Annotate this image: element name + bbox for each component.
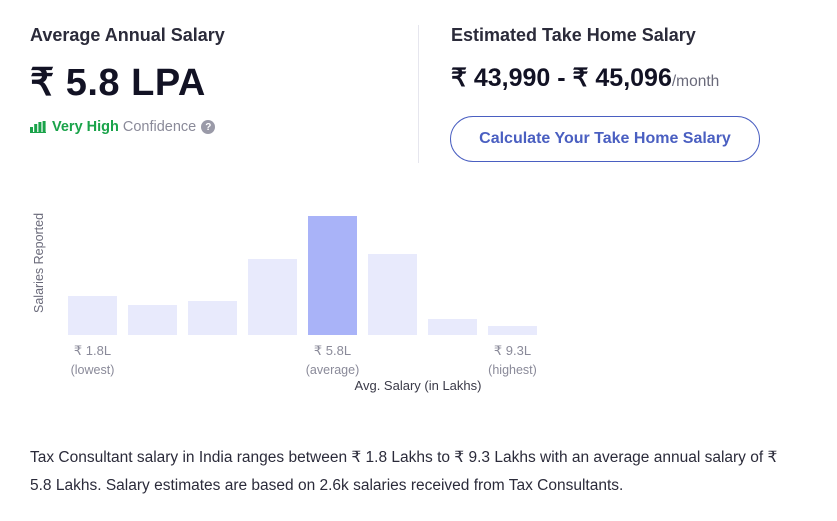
chart-x-axis-label: Avg. Salary (in Lakhs) [354, 378, 482, 393]
x-tick-value: ₹ 5.8L [313, 343, 352, 358]
histogram-bar [488, 326, 537, 335]
confidence-level: Very High [52, 119, 119, 135]
histogram-bar [68, 296, 117, 335]
histogram-bar-average [308, 216, 357, 335]
x-tick-caption: (average) [305, 363, 360, 377]
x-tick-value: ₹ 9.3L [493, 343, 532, 358]
histogram-bar [128, 305, 177, 335]
histogram-bar [428, 319, 477, 335]
average-salary-title: Average Annual Salary [30, 25, 225, 45]
salary-histogram [68, 215, 548, 335]
histogram-bar [368, 254, 417, 335]
confidence-label: Confidence [122, 119, 197, 135]
histogram-bar [248, 259, 297, 335]
chart-y-axis-label: Salaries Reported [32, 212, 46, 313]
section-divider [418, 25, 419, 163]
take-home-value: ₹ 43,990 - ₹ 45,096 [451, 64, 672, 92]
calculate-take-home-button[interactable]: Calculate Your Take Home Salary [450, 116, 760, 162]
histogram-bar [188, 301, 237, 335]
x-tick-caption: (highest) [488, 363, 537, 377]
x-tick-caption: (lowest) [70, 363, 115, 377]
salary-description: Tax Consultant salary in India ranges be… [30, 449, 778, 494]
help-icon[interactable]: ? [201, 120, 216, 134]
average-salary-value: ₹ 5.8 LPA [30, 62, 206, 104]
take-home-range: ₹ 43,990 - ₹ 45,096/month [451, 63, 719, 93]
x-tick-value: ₹ 1.8L [73, 343, 112, 358]
confidence-indicator: Very High Confidence ? [30, 119, 216, 135]
take-home-title: Estimated Take Home Salary [451, 25, 696, 45]
signal-bars-icon [30, 121, 46, 133]
x-tick-label: ₹ 1.8L (lowest) [53, 343, 133, 377]
take-home-period: /month [671, 73, 720, 90]
x-tick-label: ₹ 5.8L (average) [293, 343, 373, 377]
x-tick-label: ₹ 9.3L (highest) [473, 343, 553, 377]
